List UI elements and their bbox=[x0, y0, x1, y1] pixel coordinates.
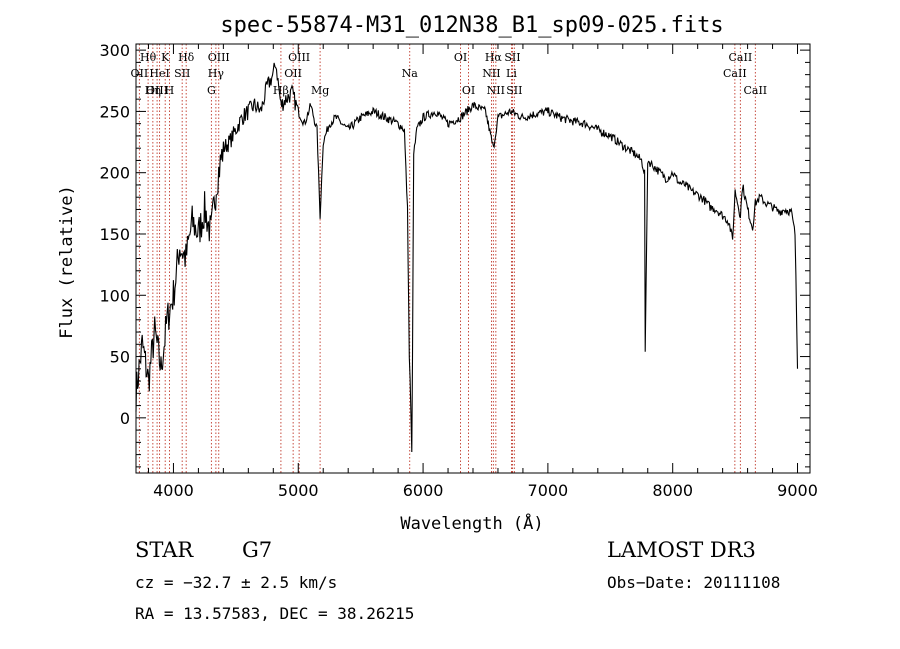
spectral-line-label: Hα bbox=[485, 51, 503, 64]
object-class: STAR bbox=[135, 538, 194, 562]
spectral-line-label: OI bbox=[454, 51, 467, 64]
spectral-line-label: Li bbox=[506, 67, 517, 80]
spectral-line-label: CaII bbox=[723, 67, 747, 80]
coordinates: RA = 13.57583, DEC = 38.26215 bbox=[135, 604, 415, 623]
x-tick-label: 7000 bbox=[528, 481, 569, 500]
flux-series-line bbox=[135, 62, 799, 453]
spectral-line-label: Na bbox=[402, 67, 419, 80]
plot-frame bbox=[135, 43, 811, 474]
spectral-line-label: HeI bbox=[149, 67, 169, 80]
x-tick-label: 4000 bbox=[153, 481, 194, 500]
x-tick-label: 6000 bbox=[403, 481, 444, 500]
object-subclass: G7 bbox=[242, 538, 273, 562]
spectral-line-markers bbox=[138, 44, 756, 473]
spectral-line-label: Hβ bbox=[273, 84, 289, 97]
spectral-line-label: SII bbox=[174, 67, 190, 80]
spectral-line-label: OIII bbox=[288, 51, 310, 64]
y-tick-label: 150 bbox=[99, 225, 130, 244]
spectral-line-label: OII bbox=[131, 67, 149, 80]
spectral-line-label: Mg bbox=[311, 84, 329, 97]
y-tick-label: 200 bbox=[99, 164, 130, 183]
spectral-line-label: CaII bbox=[729, 51, 753, 64]
y-tick-label: 250 bbox=[99, 102, 130, 121]
spectral-line-label: OII bbox=[284, 67, 302, 80]
spectral-line-label: Hγ bbox=[208, 67, 225, 80]
redshift-cz: cz = −32.7 ± 2.5 km/s bbox=[135, 573, 338, 592]
y-tick-label: 100 bbox=[99, 286, 130, 305]
spectral-line-label: OI bbox=[462, 84, 475, 97]
y-tick-label: 0 bbox=[120, 409, 130, 428]
spectral-line-label: Hη bbox=[145, 84, 161, 97]
y-tick-label: 300 bbox=[99, 41, 130, 60]
x-axis-ticks: 4000 5000 6000 7000 8000 9000 bbox=[147, 44, 818, 500]
y-axis-ticks: 0 50 100 150 200 250 300 bbox=[99, 41, 810, 468]
spectral-line-label: SII bbox=[506, 84, 522, 97]
spectral-line-label: Hθ bbox=[140, 51, 157, 64]
y-axis-label: Flux (relative) bbox=[57, 185, 77, 339]
spectral-line-label: OIII bbox=[146, 84, 168, 97]
spectral-line-label: OIII bbox=[208, 51, 230, 64]
spectral-line-label: K bbox=[161, 51, 170, 64]
spectral-line-label: SII bbox=[504, 51, 520, 64]
spectral-line-label: CaII bbox=[743, 84, 767, 97]
spectral-line-label: H bbox=[165, 84, 175, 97]
x-tick-label: 5000 bbox=[278, 481, 319, 500]
x-tick-label: 8000 bbox=[652, 481, 693, 500]
spectral-line-label: NII bbox=[487, 84, 505, 97]
x-tick-label: 9000 bbox=[777, 481, 818, 500]
survey-name: LAMOST DR3 bbox=[607, 538, 756, 562]
spectral-line-label: NII bbox=[482, 67, 500, 80]
x-axis-label: Wavelength (Å) bbox=[400, 512, 543, 534]
y-tick-label: 50 bbox=[110, 348, 130, 367]
spectral-line-label: G bbox=[207, 84, 216, 97]
observation-date: Obs−Date: 20111108 bbox=[607, 573, 781, 592]
spectral-line-labels: Hθ OII OIII K HeI Hη H SII Hδ OIII Hγ G OIII OII Hβ Mg N… bbox=[131, 51, 768, 97]
spectral-line-label: Hδ bbox=[178, 51, 195, 64]
chart-title: spec-55874-M31_012N38_B1_sp09-025.fits bbox=[220, 13, 723, 38]
